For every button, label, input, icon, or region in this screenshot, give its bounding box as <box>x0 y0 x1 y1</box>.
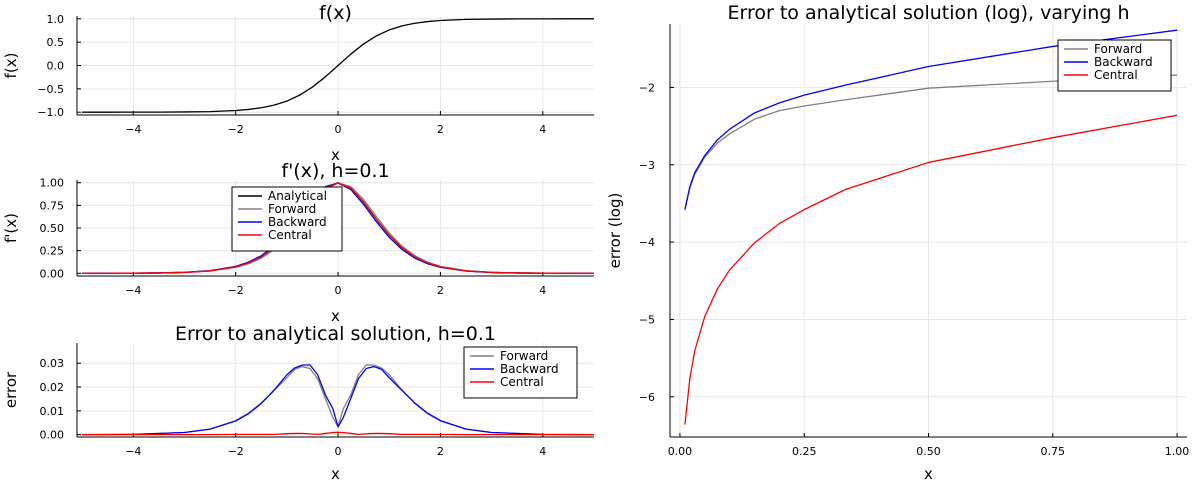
y-axis-label: f'(x) <box>2 213 20 243</box>
x-tick-label: 0.25 <box>792 445 817 458</box>
y-tick-label: 0.03 <box>40 357 65 370</box>
x-tick-label: 0 <box>335 123 342 136</box>
y-tick-label: −4 <box>639 236 655 249</box>
y-tick-label: −6 <box>639 391 655 404</box>
x-tick-label: −2 <box>228 445 244 458</box>
y-tick-label: 0.01 <box>40 405 65 418</box>
x-tick-label: 4 <box>539 445 546 458</box>
y-tick-label: 0.0 <box>47 60 65 73</box>
chart-panel-1: −4 −2 0 2 4 −1.0 −0.5 0.0 0.5 1.0 f(x) x f(x) <box>2 2 594 164</box>
series-line-central <box>82 182 595 274</box>
x-tick-label: −4 <box>125 284 141 297</box>
chart-panel-2: −4 −2 0 2 4 0.00 0.25 0.50 0.75 1.00 f'(x), h=0.1 x… <box>2 160 595 325</box>
y-axis-label: f(x) <box>2 53 20 79</box>
legend-box <box>231 186 343 252</box>
x-tick-label: 2 <box>437 445 444 458</box>
x-tick-label: 0 <box>335 284 342 297</box>
legend-label-backward: Backward <box>500 362 559 376</box>
legend-label-central: Central <box>268 228 312 242</box>
legend-label-forward: Forward <box>268 202 316 216</box>
series-line-backward <box>82 364 595 436</box>
legend-label-backward: Backward <box>268 215 327 229</box>
y-axis-label: error <box>2 371 20 408</box>
x-tick-label: 0 <box>335 445 342 458</box>
x-tick-label: 2 <box>437 284 444 297</box>
y-tick-label: 0.50 <box>40 222 65 235</box>
x-tick-label: −2 <box>228 284 244 297</box>
legend-label-forward: Forward <box>500 349 548 363</box>
legend-label-backward: Backward <box>1094 55 1153 69</box>
x-tick-label: −2 <box>228 123 244 136</box>
x-tick-label: 2 <box>437 123 444 136</box>
y-tick-label: −1.0 <box>37 106 64 119</box>
y-tick-label: 1.00 <box>40 177 65 190</box>
chart-title: Error to analytical solution (log), vary… <box>727 2 1129 24</box>
x-tick-label: 0.50 <box>916 445 941 458</box>
chart-title: Error to analytical solution, h=0.1 <box>175 323 496 345</box>
legend-label-central: Central <box>1094 68 1138 82</box>
x-axis-label: x <box>331 307 340 325</box>
chart-title: f(x) <box>319 2 352 24</box>
y-tick-label: −2 <box>639 81 655 94</box>
x-axis-label: x <box>924 465 933 480</box>
x-tick-label: −4 <box>125 123 141 136</box>
chart-panel-4: 0.00 0.25 0.50 0.75 1.00 −6 −5 −4 −3 −2 Error to a… <box>606 2 1189 480</box>
series-line-central <box>82 431 594 436</box>
y-axis-label: error (log) <box>606 193 624 269</box>
x-axis-label: x <box>331 465 340 480</box>
y-tick-label: 0.02 <box>40 381 65 394</box>
series-line-backward <box>684 29 1178 210</box>
x-tick-label: 0.00 <box>668 445 693 458</box>
x-tick-label: 0.75 <box>1041 445 1066 458</box>
chart-panel-3: −4 −2 0 2 4 0.00 0.01 0.02 0.03 Error to analytic… <box>2 323 595 480</box>
x-axis-label: x <box>331 146 340 164</box>
y-tick-label: −5 <box>639 313 655 326</box>
y-tick-label: −0.5 <box>37 83 64 96</box>
series-line-f <box>82 18 594 113</box>
x-tick-label: 4 <box>539 123 546 136</box>
x-tick-label: −4 <box>125 445 141 458</box>
chart-title: f'(x), h=0.1 <box>281 160 389 182</box>
y-tick-label: −3 <box>639 159 655 172</box>
y-tick-label: 1.0 <box>47 13 65 26</box>
legend-label-analytical: Analytical <box>268 189 327 203</box>
y-tick-label: 0.75 <box>40 199 65 212</box>
y-tick-label: 0.00 <box>40 267 65 280</box>
x-tick-label: 4 <box>539 284 546 297</box>
y-tick-label: 0.00 <box>40 429 65 442</box>
y-tick-label: 0.25 <box>40 245 65 258</box>
legend-label-forward: Forward <box>1094 42 1142 56</box>
legend-label-central: Central <box>500 375 544 389</box>
x-tick-label: 1.00 <box>1165 445 1190 458</box>
series-line-central <box>684 114 1178 425</box>
y-tick-label: 0.5 <box>47 36 65 49</box>
